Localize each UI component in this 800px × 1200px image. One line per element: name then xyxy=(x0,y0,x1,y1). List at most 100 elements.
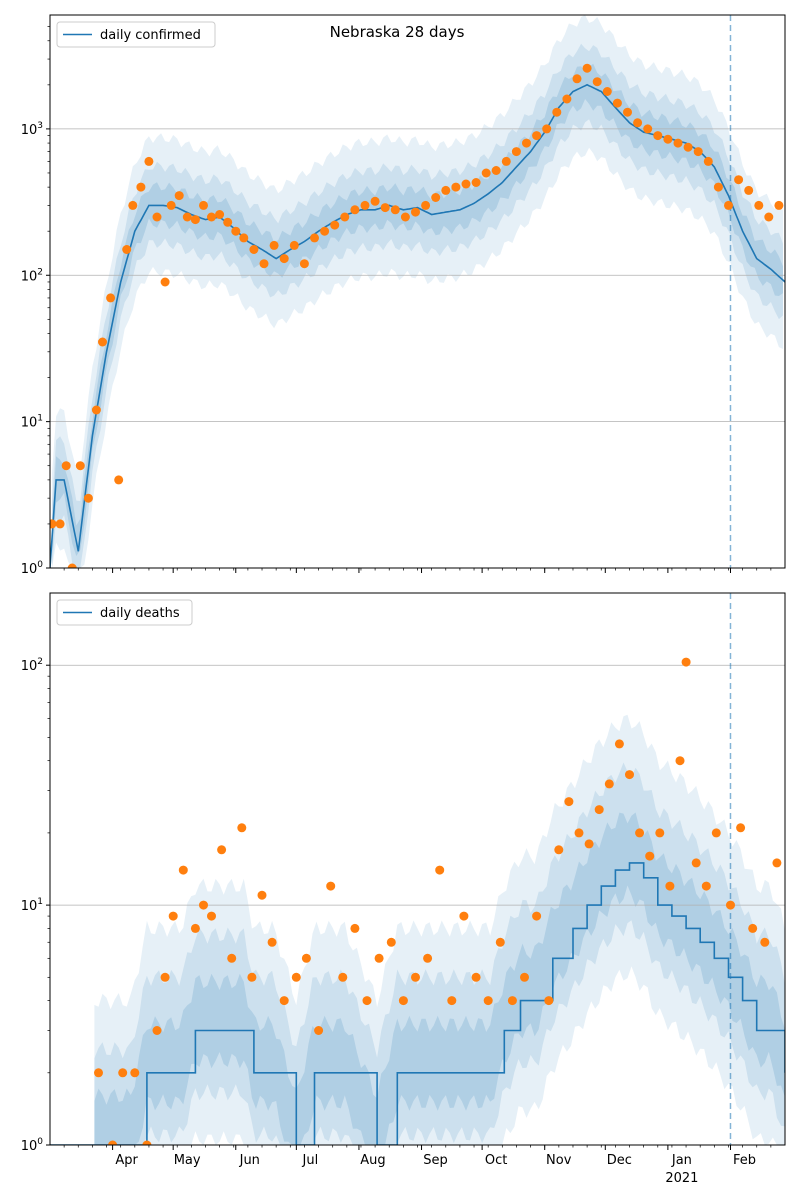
deaths-point xyxy=(520,972,529,982)
deaths-point xyxy=(691,858,701,868)
confirmed-point xyxy=(522,138,531,148)
confirmed-point xyxy=(67,563,77,568)
deaths-point xyxy=(168,911,178,921)
confirmed-point xyxy=(542,124,552,134)
confirmed-point xyxy=(764,212,774,222)
deaths-point xyxy=(655,828,665,838)
deaths-point xyxy=(471,972,481,982)
deaths-point xyxy=(338,972,348,982)
confirmed-point xyxy=(215,210,225,219)
confirmed-point xyxy=(330,220,340,230)
deaths-point xyxy=(554,845,564,855)
confirmed-legend: daily confirmed xyxy=(56,21,216,48)
confirmed-point xyxy=(744,185,754,195)
confirmed-point xyxy=(61,461,71,471)
deaths-point xyxy=(94,1068,103,1078)
deaths-point xyxy=(435,865,445,875)
confirmed-point xyxy=(360,200,370,210)
deaths-band-1 xyxy=(94,714,785,1145)
deaths-point xyxy=(207,911,216,921)
confirmed-point xyxy=(693,147,703,157)
deaths-point xyxy=(726,900,735,910)
confirmed-points-layer xyxy=(50,63,784,568)
confirmed-point xyxy=(98,337,107,347)
deaths-point xyxy=(142,1140,152,1145)
confirmed-point xyxy=(703,156,713,166)
deaths-point xyxy=(326,881,336,891)
deaths-point xyxy=(108,1140,118,1145)
confirmed-point xyxy=(249,245,259,254)
x-tick-label-aug: Aug xyxy=(360,1153,385,1168)
confirmed-point xyxy=(562,94,572,104)
confirmed-point xyxy=(572,74,582,84)
confirmed-point xyxy=(199,200,208,210)
deaths-point xyxy=(314,1026,324,1035)
confirmed-point xyxy=(754,200,764,210)
confirmed-point xyxy=(411,207,420,217)
confirmed-point xyxy=(136,182,146,192)
confirmed-point xyxy=(582,63,592,73)
deaths-x-ticks xyxy=(63,1145,772,1150)
confirmed-point xyxy=(166,200,176,210)
confirmed-point xyxy=(289,240,299,250)
confirmed-point xyxy=(259,259,269,269)
confirmed-point xyxy=(734,175,744,185)
deaths-uncertainty-bands xyxy=(94,714,785,1145)
deaths-point xyxy=(594,805,604,815)
confirmed-point xyxy=(663,134,673,144)
deaths-point xyxy=(544,996,554,1006)
confirmed-point xyxy=(724,200,733,210)
confirmed-point xyxy=(602,87,612,96)
confirmed-point xyxy=(451,182,461,192)
confirmed-uncertainty-bands xyxy=(52,15,783,568)
confirmed-legend-box xyxy=(56,21,216,48)
deaths-point xyxy=(447,996,457,1006)
confirmed-point xyxy=(421,200,431,210)
deaths-line xyxy=(50,862,785,1145)
confirmed-point xyxy=(50,519,57,529)
deaths-point xyxy=(130,1068,140,1078)
x-tick-label-jul: Jul xyxy=(302,1153,319,1168)
deaths-point xyxy=(247,972,257,982)
confirmed-point xyxy=(380,203,390,213)
deaths-point xyxy=(665,881,675,891)
deaths-point xyxy=(564,797,574,807)
deaths-point xyxy=(635,828,645,838)
confirmed-point xyxy=(471,178,481,187)
confirmed-point xyxy=(592,77,602,87)
deaths-band-3 xyxy=(94,812,785,1145)
confirmed-point xyxy=(653,131,663,141)
confirmed-point xyxy=(231,226,241,236)
confirmed-point xyxy=(55,519,65,529)
confirmed-point xyxy=(223,217,233,227)
deaths-legend-label: daily deaths xyxy=(100,606,180,621)
confirmed-point xyxy=(774,200,784,210)
confirmed-band-1 xyxy=(52,15,783,568)
confirmed-point xyxy=(239,233,249,243)
deaths-point xyxy=(614,739,624,749)
deaths-point xyxy=(675,756,685,766)
deaths-points-layer xyxy=(94,657,782,1145)
confirmed-x-ticks xyxy=(63,568,772,573)
deaths-point xyxy=(160,972,170,982)
confirmed-point xyxy=(299,259,309,269)
confirmed-point xyxy=(431,193,441,202)
x-tick-label-dec: Dec xyxy=(607,1153,632,1168)
confirmed-point xyxy=(623,107,632,117)
deaths-legend: daily deaths xyxy=(56,599,193,626)
deaths-point xyxy=(237,823,247,833)
x-tick-label-jan: Jan xyxy=(671,1153,692,1168)
confirmed-point xyxy=(75,461,85,471)
x-axis-month-labels: Apr May Jun Jul Aug Sep Oct Nov Dec Jan Feb 2021 xyxy=(115,1153,756,1186)
deaths-point xyxy=(178,865,188,875)
confirmed-point xyxy=(310,233,319,243)
deaths-point xyxy=(227,953,237,963)
confirmed-point xyxy=(182,212,192,222)
confirmed-point xyxy=(91,405,101,415)
confirmed-point xyxy=(190,215,200,225)
deaths-point xyxy=(374,953,384,963)
deaths-line-layer xyxy=(50,862,785,1145)
confirmed-point xyxy=(643,124,653,134)
